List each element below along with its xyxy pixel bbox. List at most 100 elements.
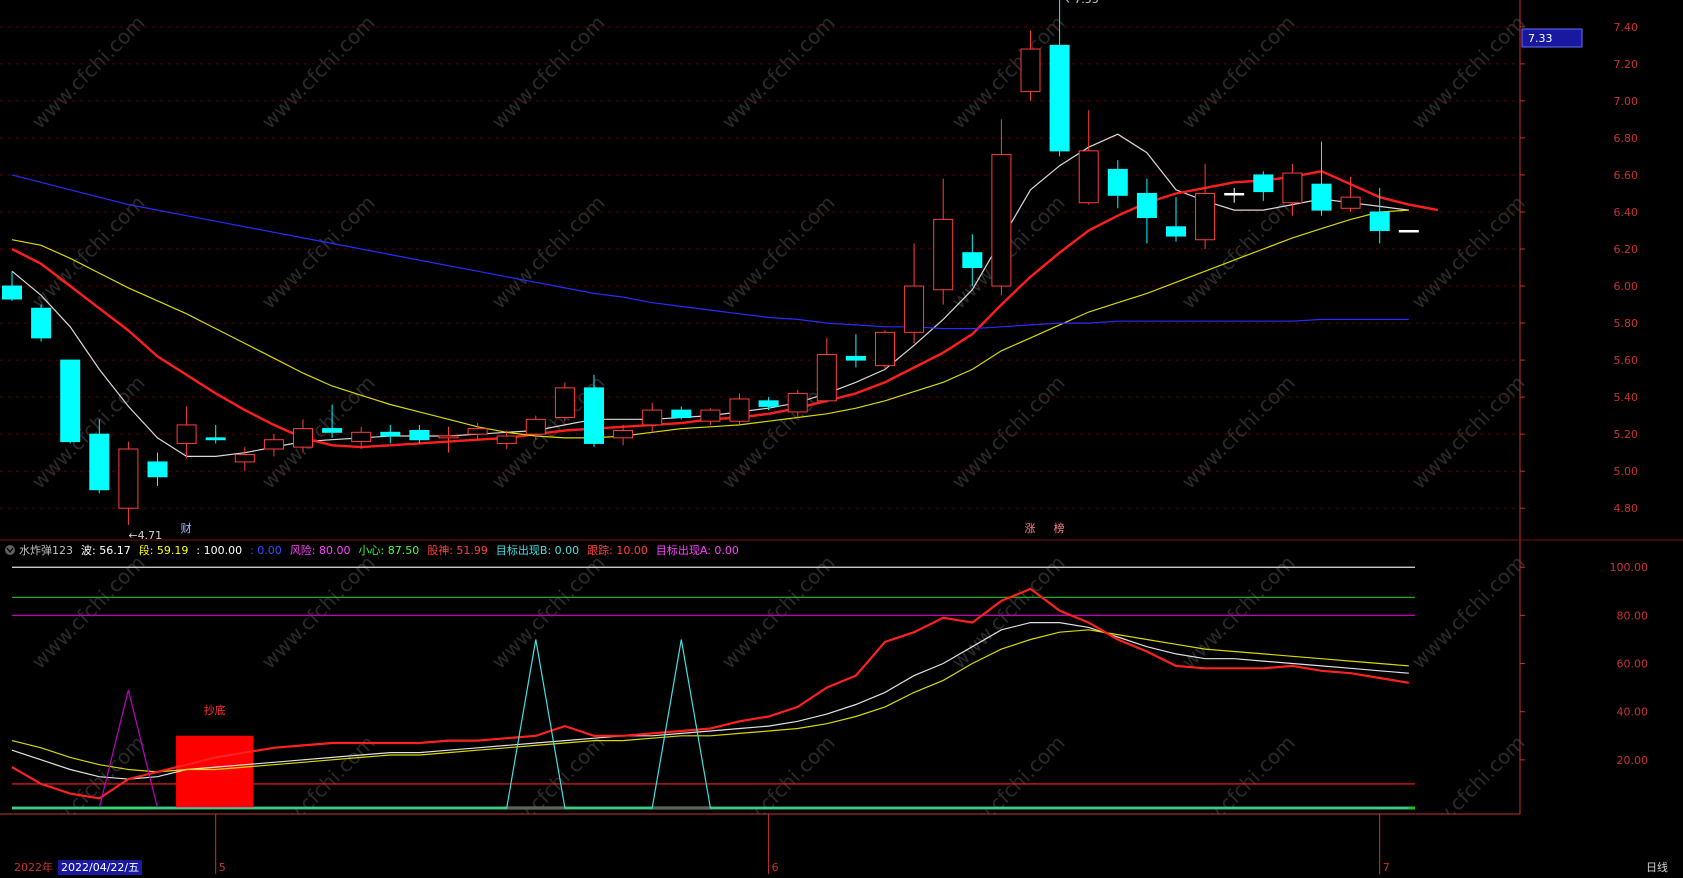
candle-body[interactable] bbox=[31, 307, 52, 339]
indicator-tick-label: 40.00 bbox=[1617, 706, 1649, 719]
watermark-text: www.cfchi.com bbox=[1177, 191, 1300, 314]
candle-body[interactable] bbox=[89, 433, 110, 491]
candle-body[interactable] bbox=[351, 431, 372, 443]
watermark-text: www.cfchi.com bbox=[1177, 11, 1300, 134]
candle-body[interactable] bbox=[613, 429, 634, 439]
candle-body[interactable] bbox=[1166, 226, 1186, 237]
indicator-tick-label: 80.00 bbox=[1617, 609, 1649, 622]
candle-body[interactable] bbox=[467, 428, 488, 435]
watermark-text: www.cfchi.com bbox=[1407, 191, 1530, 314]
candle-body[interactable] bbox=[1136, 192, 1157, 219]
indicator-legend-item: 波: 56.17 bbox=[81, 544, 131, 557]
bottom-fishing-signal-bar bbox=[176, 735, 254, 808]
candle-body[interactable] bbox=[1369, 211, 1390, 231]
price-tick-label: 7.00 bbox=[1614, 95, 1639, 108]
candle-body[interactable] bbox=[962, 252, 983, 269]
indicator-collapse-icon[interactable] bbox=[5, 545, 15, 555]
candle-body[interactable] bbox=[205, 437, 226, 441]
indicator-series-line bbox=[12, 639, 1409, 809]
candle-body[interactable] bbox=[671, 409, 692, 418]
candle-body[interactable] bbox=[933, 218, 954, 291]
main-panel-grid bbox=[0, 26, 1520, 509]
candle-body[interactable] bbox=[787, 392, 808, 413]
candle-body[interactable] bbox=[758, 400, 779, 407]
candle-body[interactable] bbox=[234, 454, 255, 463]
candle-body[interactable] bbox=[263, 439, 284, 450]
candle-body[interactable] bbox=[438, 435, 459, 439]
watermark-text: www.cfchi.com bbox=[947, 551, 1070, 674]
candle-body[interactable] bbox=[584, 387, 604, 444]
candle-body[interactable] bbox=[875, 331, 895, 367]
event-marker[interactable]: 涨 bbox=[1025, 522, 1036, 535]
candle-body[interactable] bbox=[496, 435, 517, 444]
candle-body[interactable] bbox=[525, 418, 546, 435]
candle-body[interactable] bbox=[322, 428, 343, 433]
candle-body[interactable] bbox=[1340, 196, 1361, 209]
watermark-text: www.cfchi.com bbox=[717, 11, 840, 134]
month-label: 6 bbox=[772, 861, 779, 874]
candle-body[interactable] bbox=[1107, 168, 1128, 196]
candle-body[interactable] bbox=[1311, 183, 1332, 211]
candle-body[interactable] bbox=[2, 285, 22, 300]
indicator-series-line bbox=[11, 629, 1409, 773]
indicator-legend-item: : 0.00 bbox=[250, 544, 282, 557]
candle-body[interactable] bbox=[1195, 192, 1216, 241]
candle-body[interactable] bbox=[1020, 48, 1041, 93]
candle-body[interactable] bbox=[729, 398, 750, 422]
price-tick-label: 6.20 bbox=[1614, 243, 1639, 256]
watermark-text: www.cfchi.com bbox=[257, 551, 380, 674]
candle-body[interactable] bbox=[700, 409, 721, 422]
candle-body[interactable] bbox=[845, 355, 866, 361]
month-label: 7 bbox=[1383, 861, 1390, 874]
moving-average-blue bbox=[11, 174, 1409, 330]
candle-body[interactable] bbox=[904, 285, 925, 333]
indicator-tick-label: 60.00 bbox=[1617, 658, 1649, 671]
cursor-date-label: 2022/04/22/五 bbox=[61, 861, 139, 874]
candle-body[interactable] bbox=[1049, 44, 1070, 152]
candle-body[interactable] bbox=[1224, 192, 1245, 196]
candle-body[interactable] bbox=[409, 429, 430, 441]
event-marker[interactable]: 榜 bbox=[1054, 521, 1065, 535]
candle-body[interactable] bbox=[147, 461, 168, 478]
price-tick-label: 7.40 bbox=[1614, 21, 1639, 34]
candle-body[interactable] bbox=[60, 359, 81, 443]
watermark-text: www.cfchi.com bbox=[717, 191, 840, 314]
price-tick-label: 4.80 bbox=[1614, 502, 1639, 515]
candle-body[interactable] bbox=[991, 154, 1012, 287]
watermark-text: www.cfchi.com bbox=[947, 371, 1070, 494]
cursor-date-box bbox=[58, 860, 142, 875]
candle-body[interactable] bbox=[1253, 174, 1274, 193]
candle-body[interactable] bbox=[816, 354, 837, 402]
indicator-legend-item: 跟踪: 10.00 bbox=[587, 543, 648, 557]
candle-body[interactable] bbox=[293, 428, 313, 448]
price-tick-label: 5.00 bbox=[1614, 465, 1639, 478]
watermark-text: www.cfchi.com bbox=[1407, 11, 1530, 134]
event-marker[interactable]: 财 bbox=[181, 521, 192, 535]
candle-body[interactable] bbox=[554, 387, 575, 418]
watermark-text: www.cfchi.com bbox=[257, 191, 380, 314]
price-tick-label: 6.60 bbox=[1614, 169, 1639, 182]
timeframe-label[interactable]: 日线 bbox=[1646, 860, 1668, 874]
watermark-text: www.cfchi.com bbox=[257, 11, 380, 134]
watermark-layer: www.cfchi.com www.cfchi.com www.cfchi.com w… bbox=[27, 11, 1530, 854]
bottom-fishing-label: 抄底 bbox=[204, 703, 226, 717]
candle-body[interactable] bbox=[1282, 172, 1303, 204]
indicator-legend-item: 风险: 80.00 bbox=[290, 543, 351, 557]
price-annotations: ↖ 7.55 ←4.71 财 涨 榜 bbox=[128, 0, 1098, 542]
watermark-text: www.cfchi.com bbox=[27, 551, 150, 674]
candle-body[interactable] bbox=[118, 448, 139, 509]
indicator-legend-item: : 100.00 bbox=[196, 544, 242, 557]
candle-body[interactable] bbox=[1078, 150, 1099, 204]
watermark-text: www.cfchi.com bbox=[487, 551, 610, 674]
candle-body[interactable] bbox=[642, 409, 663, 426]
candle-body[interactable] bbox=[1398, 229, 1419, 233]
moving-average-yellow bbox=[11, 209, 1409, 439]
price-tick-label: 5.40 bbox=[1614, 391, 1639, 404]
indicator-legend-item: 段: 59.19 bbox=[139, 543, 189, 557]
candle-body[interactable] bbox=[380, 431, 401, 437]
candlestick-series[interactable] bbox=[2, 0, 1419, 525]
indicator-tick-label: 100.00 bbox=[1610, 561, 1649, 574]
candle-body[interactable] bbox=[176, 424, 197, 444]
high-price-label: ↖ 7.55 bbox=[1062, 0, 1099, 6]
